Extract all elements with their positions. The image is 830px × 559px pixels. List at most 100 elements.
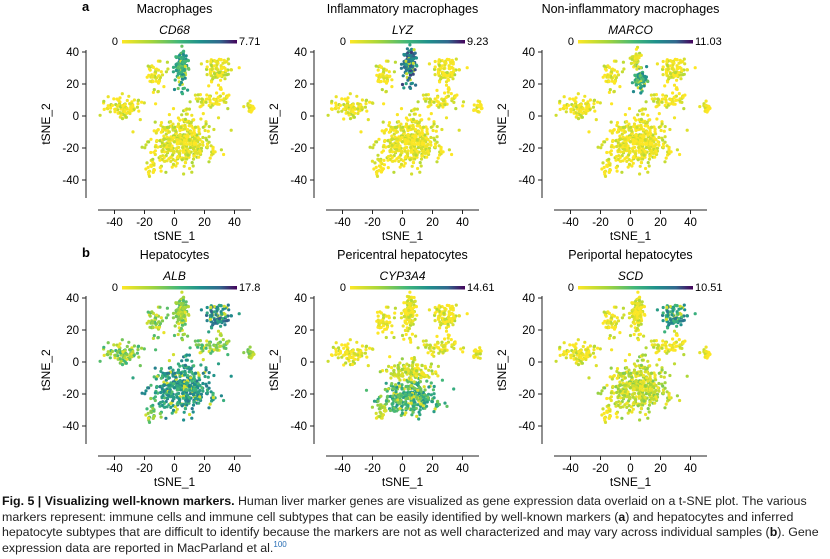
point-cluster-0: [192, 383, 196, 387]
point-cluster-0: [418, 408, 422, 412]
point-cluster-1: [180, 290, 184, 294]
point-cluster-0: [396, 398, 400, 402]
point-cluster-2: [443, 60, 447, 64]
point-cluster-0: [405, 145, 409, 149]
point-cluster-0: [638, 410, 642, 414]
point-cluster-1: [392, 369, 396, 373]
point-cluster-1: [406, 78, 410, 82]
point-cluster-6: [443, 337, 447, 341]
point-cluster-0: [165, 396, 169, 400]
point-cluster-8: [704, 103, 708, 108]
point-cluster-1: [171, 65, 176, 69]
x-axis-label: tSNE_1: [154, 475, 196, 489]
point-cluster-3: [670, 67, 674, 71]
point-cluster-5: [196, 93, 200, 97]
point-cluster-0: [204, 122, 208, 126]
point-cluster-0: [207, 125, 211, 129]
point-cluster-1: [399, 66, 403, 70]
point-cluster-6: [379, 165, 383, 169]
y-tick-label: 0: [529, 111, 535, 123]
point-cluster-0: [153, 366, 157, 370]
point-cluster-2: [413, 299, 417, 303]
point-cluster-0: [408, 158, 412, 162]
point-cluster-0: [418, 413, 422, 417]
point-cluster-0: [201, 135, 205, 140]
point-cluster-3: [127, 340, 131, 344]
point-cluster-4: [596, 100, 600, 104]
point-cluster-0: [211, 396, 215, 400]
point-cluster-0: [642, 128, 646, 132]
point-cluster-3: [130, 100, 134, 104]
point-cluster-0: [381, 120, 385, 124]
point-cluster-5: [188, 100, 192, 104]
point-cluster-0: [418, 113, 422, 117]
point-cluster-3: [685, 68, 690, 72]
point-cluster-4: [148, 68, 152, 72]
point-cluster-2: [433, 73, 437, 77]
point-cluster-0: [629, 125, 633, 129]
point-cluster-3: [671, 60, 675, 64]
point-cluster-0: [203, 128, 207, 133]
point-cluster-3: [334, 95, 338, 99]
point-cluster-6: [428, 343, 432, 347]
point-cluster-4: [166, 313, 170, 317]
point-cluster-0: [386, 139, 390, 143]
point-cluster-3: [681, 73, 685, 77]
point-cluster-5: [205, 93, 209, 97]
point-cluster-0: [193, 371, 198, 375]
point-cluster-5: [452, 100, 456, 104]
point-cluster-0: [667, 396, 672, 400]
point-cluster-0: [211, 150, 215, 154]
point-cluster-2: [408, 318, 412, 322]
point-cluster-3: [673, 71, 677, 75]
point-cluster-0: [633, 391, 637, 395]
point-cluster-1: [174, 301, 178, 305]
point-cluster-0: [630, 129, 634, 133]
point-cluster-4: [342, 346, 346, 350]
point-cluster-0: [417, 417, 421, 421]
point-cluster-0: [368, 145, 372, 149]
y-tick-label: -40: [518, 175, 535, 187]
point-cluster-0: [435, 140, 439, 144]
point-cluster-3: [102, 107, 106, 111]
point-cluster-0: [196, 397, 200, 401]
point-cluster-0: [609, 395, 614, 399]
point-cluster-4: [364, 348, 368, 352]
point-cluster-0: [429, 381, 433, 385]
point-cluster-0: [179, 388, 183, 392]
point-cluster-0: [159, 144, 163, 149]
point-cluster-4: [156, 335, 160, 340]
point-cluster-0: [165, 150, 169, 154]
point-cluster-1: [174, 314, 178, 318]
point-cluster-0: [173, 405, 177, 409]
point-cluster-0: [212, 373, 216, 378]
point-cluster-0: [147, 140, 151, 144]
point-cluster-0: [662, 129, 666, 133]
point-cluster-3: [128, 102, 132, 106]
point-cluster-1: [415, 64, 419, 68]
point-cluster-0: [187, 124, 191, 128]
point-cluster-5: [193, 93, 197, 97]
point-cluster-5: [221, 338, 225, 342]
point-cluster-0: [178, 375, 182, 379]
point-cluster-4: [152, 88, 156, 92]
point-cluster-0: [645, 130, 649, 134]
point-cluster-7: [472, 103, 476, 107]
point-cluster-4: [159, 70, 163, 74]
point-cluster-0: [663, 160, 667, 164]
point-cluster-0: [178, 398, 182, 402]
point-cluster-0: [410, 138, 414, 142]
point-cluster-5: [387, 314, 391, 318]
point-cluster-0: [435, 160, 439, 164]
point-cluster-0: [667, 150, 672, 154]
point-cluster-0: [665, 144, 669, 148]
point-cluster-5: [224, 100, 228, 104]
point-cluster-0: [425, 379, 429, 383]
point-cluster-2: [415, 313, 419, 317]
point-cluster-0: [439, 150, 443, 154]
point-cluster-1: [410, 367, 414, 371]
point-cluster-3: [368, 100, 372, 104]
point-cluster-4: [148, 314, 152, 318]
point-cluster-0: [420, 154, 424, 158]
